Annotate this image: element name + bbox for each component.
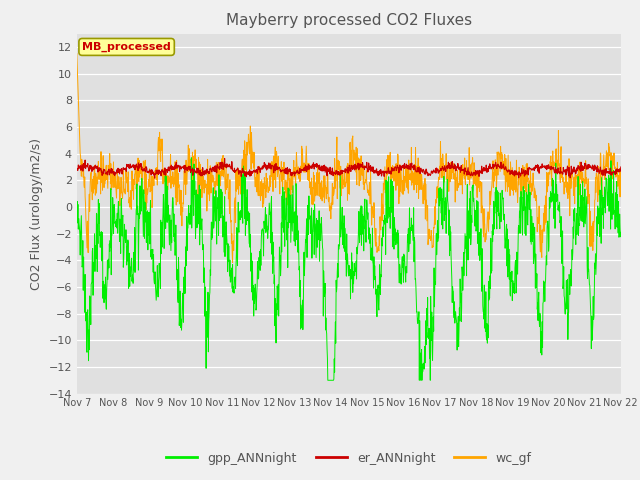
Text: MB_processed: MB_processed [82,42,171,52]
Title: Mayberry processed CO2 Fluxes: Mayberry processed CO2 Fluxes [226,13,472,28]
Y-axis label: CO2 Flux (urology/m2/s): CO2 Flux (urology/m2/s) [30,138,43,289]
Legend: gpp_ANNnight, er_ANNnight, wc_gf: gpp_ANNnight, er_ANNnight, wc_gf [161,447,536,469]
